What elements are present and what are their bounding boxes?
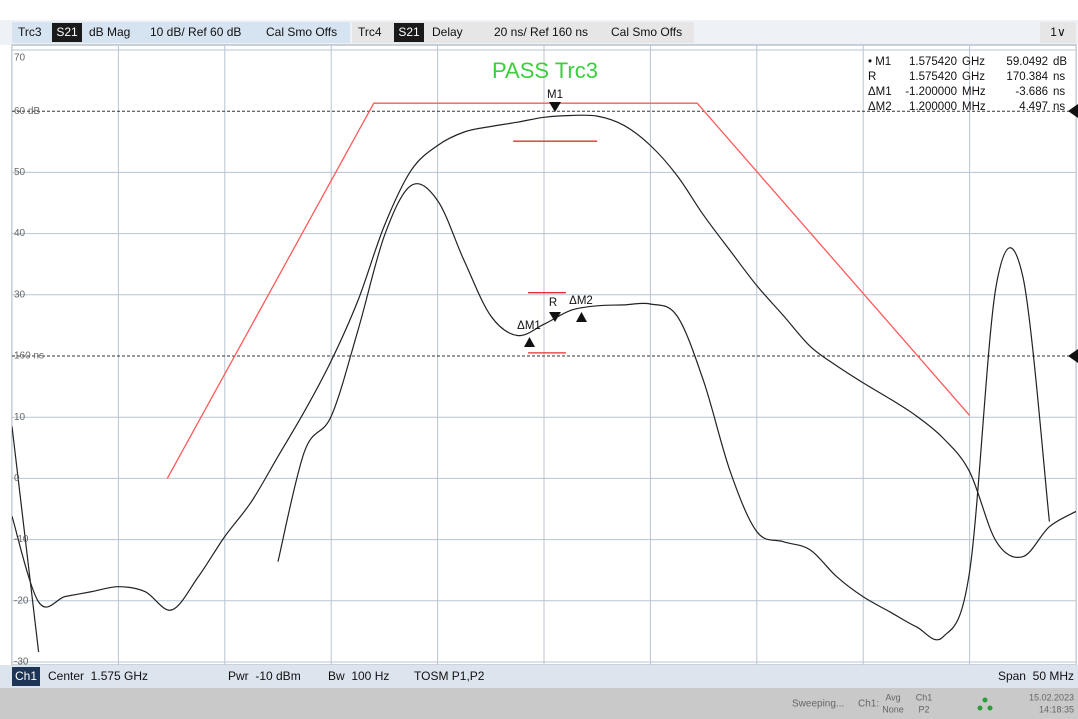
- plot: [12, 45, 1076, 665]
- marker-label: ΔM1: [517, 320, 541, 332]
- marker-table: • M1 1.575420 GHz 59.0492 dB R 1.575420 GHz 170.…: [868, 56, 1067, 113]
- marker-label: ΔM2: [569, 295, 593, 307]
- marker-table-cell: ΔM1: [868, 86, 892, 98]
- param: S21: [56, 25, 78, 39]
- marker-table-cell: ns: [1053, 86, 1065, 98]
- time: 14:18:35: [1039, 704, 1074, 714]
- scale: 10 dB/ Ref 60 dB: [150, 25, 241, 39]
- center: Center 1.575 GHz: [48, 669, 148, 683]
- marker-table-cell: -3.686: [1015, 86, 1048, 98]
- y-tick-label: 70: [14, 53, 26, 64]
- param-box: [52, 23, 82, 42]
- format: Delay: [432, 25, 463, 39]
- status-channel: Ch1:: [858, 699, 879, 710]
- channel: Ch1: [15, 669, 37, 683]
- port-label: Ch1: [916, 692, 933, 702]
- date: 15.02.2023: [1029, 692, 1074, 702]
- marker-table-cell: 1.200000: [909, 101, 957, 113]
- marker-table-cell: GHz: [962, 56, 985, 68]
- y-tick-label: -10: [14, 534, 29, 545]
- y-tick-label: 50: [14, 167, 26, 178]
- trace: [12, 114, 1076, 611]
- cal-state: Cal Smo Offs: [611, 25, 682, 39]
- ref-arrow: [1068, 104, 1078, 118]
- channel-box[interactable]: [12, 667, 40, 686]
- y-tick-label: -30: [14, 657, 29, 668]
- marker-table-cell: dB: [1053, 56, 1067, 68]
- y-tick-label: 30: [14, 289, 26, 300]
- marker-table-cell: MHz: [962, 101, 986, 113]
- marker-label: M1: [547, 89, 563, 101]
- trace-name: Trc3: [18, 25, 42, 39]
- y-tick-label: 10: [14, 412, 26, 423]
- y-tick-label: -20: [14, 595, 29, 606]
- marker-table-cell: 4.497: [1019, 101, 1048, 113]
- limit-line: [166, 102, 971, 479]
- param-box: [394, 23, 424, 42]
- cal-state: Cal Smo Offs: [266, 25, 337, 39]
- network-icon: [977, 697, 993, 711]
- trace-tab[interactable]: [12, 22, 350, 43]
- format: dB Mag: [89, 25, 130, 39]
- marker-table-cell: 59.0492: [1006, 56, 1048, 68]
- marker[interactable]: [549, 312, 561, 322]
- channel-bar: [0, 665, 1078, 688]
- avg-label: Avg: [885, 692, 900, 702]
- power: Pwr -10 dBm: [228, 669, 301, 683]
- trace-name: Trc4: [358, 25, 382, 39]
- marker-label: R: [549, 297, 557, 309]
- window-button[interactable]: [1040, 22, 1076, 43]
- marker-table-cell: MHz: [962, 86, 986, 98]
- status-bar: [0, 688, 1078, 719]
- y-tick-label: 60 dB: [14, 106, 40, 117]
- port-value: P2: [918, 704, 929, 714]
- marker[interactable]: [576, 312, 587, 322]
- marker-table-cell: 1.575420: [909, 56, 957, 68]
- y-tick-label: 0: [14, 473, 20, 484]
- bandwidth: Bw 100 Hz: [328, 669, 389, 683]
- window-label: 1∨: [1050, 25, 1065, 39]
- span: Span 50 MHz: [998, 669, 1074, 683]
- marker-table-cell: 1.575420: [909, 71, 957, 83]
- sweep-state: Sweeping...: [792, 699, 844, 710]
- trace-tab[interactable]: [352, 22, 694, 43]
- param: S21: [398, 25, 420, 39]
- marker-table-cell: ΔM2: [868, 101, 892, 113]
- cal-type: TOSM P1,P2: [414, 669, 485, 683]
- scale: 20 ns/ Ref 160 ns: [494, 25, 588, 39]
- y-tick-label: 160 ns: [14, 351, 44, 362]
- marker[interactable]: [524, 337, 535, 347]
- marker-table-cell: ns: [1053, 101, 1065, 113]
- ref-arrow: [1068, 349, 1078, 363]
- marker-table-cell: ns: [1053, 71, 1065, 83]
- trace: [12, 183, 1050, 652]
- marker-table-cell: • M1: [868, 56, 891, 68]
- marker-table-cell: R: [868, 71, 876, 83]
- marker-table-cell: -1.200000: [905, 86, 957, 98]
- marker[interactable]: [549, 102, 561, 112]
- y-tick-label: 40: [14, 228, 26, 239]
- marker-table-cell: GHz: [962, 71, 985, 83]
- limit-check: PASS Trc3: [492, 58, 598, 83]
- marker-table-cell: 170.384: [1006, 71, 1048, 83]
- avg-value: None: [882, 704, 904, 714]
